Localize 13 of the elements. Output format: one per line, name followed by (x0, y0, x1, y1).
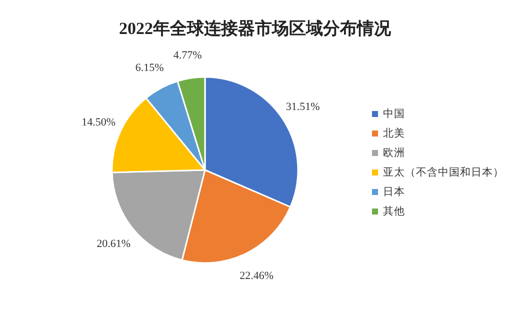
data-label: 6.15% (135, 62, 164, 74)
legend-label: 其他 (383, 204, 405, 218)
data-label: 4.77% (173, 49, 202, 62)
chart-title: 2022年全球连接器市场区域分布情况 (119, 19, 392, 38)
legend-label: 欧洲 (383, 146, 405, 159)
legend-label: 中国 (383, 107, 405, 120)
legend-label: 北美 (383, 126, 405, 140)
data-label: 20.61% (96, 238, 131, 250)
data-label: 31.51% (286, 100, 320, 113)
legend-label: 日本 (383, 185, 405, 198)
data-label: 14.50% (82, 116, 116, 128)
data-label: 22.46% (240, 270, 274, 282)
legend-label: 亚太（不含中国和日本） (383, 166, 504, 178)
